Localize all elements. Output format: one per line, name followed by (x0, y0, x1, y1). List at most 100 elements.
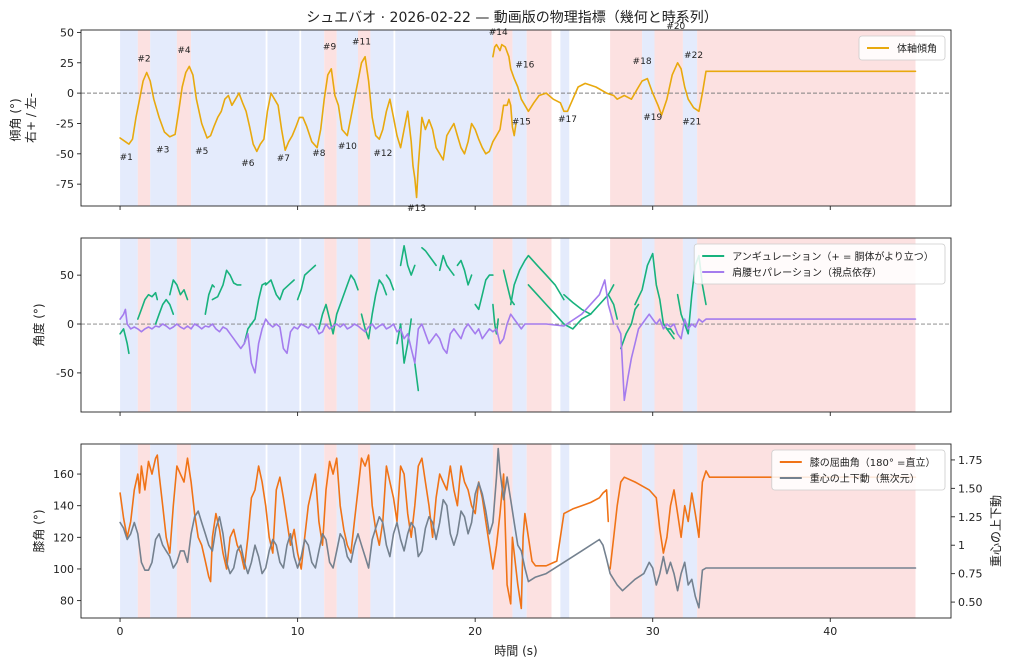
y2-tick-label: 1.50 (958, 482, 983, 495)
background-band (560, 444, 570, 618)
tilt-panel: #1 #2 #3 #4 #5 #6 #7 #8 #9 #10 #11 #12 #13 #14 #15 #16 #… (9, 22, 952, 214)
peak-annotation: #21 (682, 118, 701, 128)
background-band (395, 30, 493, 206)
y2-tick-label: 0.50 (958, 596, 983, 609)
y-tick-label: -75 (56, 178, 74, 191)
background-band (267, 238, 300, 412)
peak-annotation: #15 (512, 118, 531, 128)
peak-annotation: #13 (407, 204, 426, 214)
series-line (563, 293, 592, 315)
peak-annotation: #9 (323, 42, 337, 52)
peak-annotation: #5 (195, 147, 208, 157)
figure-title: シュエバオ · 2026-02-22 — 動画版の物理指標（幾何と時系列） (306, 10, 718, 26)
peak-annotation: #11 (352, 38, 371, 48)
series-line (474, 274, 494, 311)
knee-panel: 0 10 20 30 40 160 140 120 100 80 1.75 1.50 1.25 1 0.75… (32, 443, 1003, 638)
series-line (385, 274, 395, 291)
tilt-legend: 体軸傾角 (858, 35, 946, 61)
series-line (609, 470, 917, 570)
series-line (620, 303, 640, 350)
angle-ylabel: 角度 (°) (31, 303, 46, 346)
y-tick-label: 160 (53, 468, 74, 481)
peak-annotation: #10 (338, 142, 357, 152)
knee-plot (119, 447, 917, 610)
y-tick-label: 140 (53, 500, 74, 513)
peak-annotation: #14 (489, 28, 508, 38)
background-band (610, 30, 643, 206)
series-line (154, 298, 175, 325)
peak-annotation: #3 (156, 146, 169, 156)
legend-box (858, 35, 946, 61)
peak-annotation: #8 (312, 149, 326, 159)
background-band (301, 30, 325, 206)
x-tick-label: 0 (117, 625, 124, 638)
angle-plot (81, 245, 951, 402)
series-line (137, 291, 159, 320)
angle-ticks: 50 0 -50 (56, 269, 831, 416)
peak-annotation: #18 (633, 57, 652, 67)
legend-label: アンギュレーション（+ = 胴体がより立つ） (732, 250, 934, 263)
series-line (119, 447, 917, 609)
background-band (526, 238, 552, 412)
y-tick-label: 0 (67, 318, 74, 331)
background-band (176, 444, 192, 618)
series-line (421, 247, 437, 267)
series-line (119, 279, 615, 374)
tilt-ylabel: 傾角 (°) 右+ / 左- (9, 93, 39, 143)
angle-legend: アンギュレーション（+ = 胴体がより立つ） 肩腰セパレーション（視点依存） (693, 243, 946, 285)
legend-box (771, 449, 946, 491)
background-band (191, 30, 266, 206)
background-band (526, 30, 552, 206)
y-tick-label: 50 (60, 269, 74, 282)
background-band (191, 238, 266, 412)
knee-ylabel: 膝角 (°) (32, 509, 46, 552)
y-tick-label: 0 (67, 87, 74, 100)
series-line (438, 254, 455, 276)
peak-annotation: #7 (277, 154, 290, 164)
y2-tick-label: 0.75 (958, 568, 983, 581)
series-line (492, 43, 917, 116)
background-band (526, 444, 552, 618)
background-band (512, 30, 527, 206)
angle-bands (120, 238, 916, 412)
background-band (150, 30, 177, 206)
background-band (395, 238, 493, 412)
legend-label: 膝の屈曲角（180° =直立） (810, 456, 936, 469)
legend-label: 肩腰セパレーション（視点依存） (732, 266, 882, 279)
background-band (137, 444, 151, 618)
series-line (211, 269, 242, 301)
background-band (176, 238, 192, 412)
series-line (169, 279, 189, 301)
x-tick-label: 20 (468, 625, 482, 638)
peak-annotation: #4 (177, 46, 191, 56)
y2-tick-label: 1.75 (958, 454, 983, 467)
series-line (414, 362, 420, 392)
background-band (191, 444, 266, 618)
peak-annotation: #2 (137, 55, 150, 65)
series-line (119, 55, 517, 199)
legend-label: 体軸傾角 (897, 42, 937, 55)
background-band (642, 444, 655, 618)
series-line (502, 269, 515, 306)
y-tick-label: 120 (53, 531, 74, 544)
peak-annotation: #17 (558, 115, 577, 125)
background-band (610, 238, 643, 412)
background-band (137, 238, 151, 412)
background-band (654, 444, 683, 618)
background-band (120, 238, 138, 412)
background-band (682, 30, 698, 206)
y-tick-label: -50 (56, 148, 74, 161)
x-tick-label: 30 (646, 625, 660, 638)
series-line (607, 293, 618, 320)
knee-axes-frame (80, 443, 952, 619)
background-band (150, 444, 177, 618)
series-line (666, 328, 675, 340)
series-line (296, 264, 317, 301)
background-band (560, 30, 570, 206)
y2-tick-label: 1 (958, 539, 965, 552)
background-band (642, 238, 655, 412)
peak-annotation: #6 (241, 159, 255, 169)
background-band (370, 30, 394, 206)
angle-panel: 50 0 -50 角度 (°) アンギュレーション（+ = 胴体がより立つ） 肩腰セパ… (31, 237, 952, 416)
